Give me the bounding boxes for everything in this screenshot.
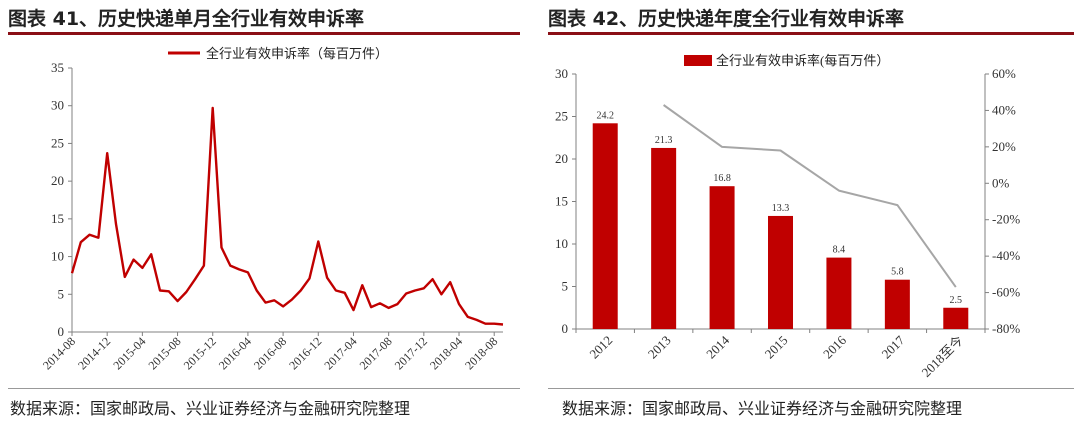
right-source-note: 数据来源：国家邮政局、兴业证券经济与金融研究院整理: [562, 399, 963, 418]
left-x-tick-label: 2017-08: [357, 334, 395, 372]
right-title-rule: [548, 32, 1074, 35]
left-y-tick-label: 30: [51, 98, 64, 113]
right-y2-tick-label: -60%: [992, 285, 1020, 300]
left-x-tick-label: 2015-12: [181, 334, 219, 372]
right-bar-data-label: 5.8: [891, 267, 904, 278]
left-x-tick-label: 2016-12: [286, 334, 324, 372]
right-y2-tick-label: 60%: [992, 66, 1016, 81]
left-y-tick-label: 0: [58, 324, 65, 339]
right-y2-tick-label: -80%: [992, 321, 1020, 336]
right-bar: [592, 123, 618, 329]
right-bar-data-label: 21.3: [655, 135, 673, 146]
left-x-tick-label: 2014-08: [40, 334, 78, 372]
left-chart-title: 图表 41、历史快递单月全行业有效申诉率: [8, 8, 365, 30]
left-x-tick-label: 2015-04: [110, 334, 148, 372]
right-growth-line: [663, 104, 957, 288]
left-x-tick-label: 2018-04: [427, 334, 465, 372]
right-x-tick-label: 2016: [820, 332, 849, 361]
right-y-tick-label: 5: [562, 279, 569, 294]
left-x-tick-label: 2016-04: [216, 334, 254, 372]
left-legend-label: 全行业有效申诉率（每百万件）: [206, 46, 388, 61]
left-y-tick-label: 15: [51, 211, 64, 226]
left-title-rule: [8, 32, 520, 35]
left-x-tick-label: 2016-08: [251, 334, 289, 372]
right-bar-data-label: 16.8: [713, 173, 731, 184]
right-y-tick-label: 15: [555, 194, 568, 209]
left-x-tick-label: 2017-12: [392, 334, 430, 372]
left-y-tick-label: 10: [51, 249, 64, 264]
right-bar: [943, 307, 969, 329]
right-x-tick-label: 2014: [703, 332, 732, 361]
left-source-rule: [8, 388, 520, 389]
right-bar: [651, 147, 677, 329]
left-x-tick-label: 2017-04: [321, 334, 359, 372]
left-source-note: 数据来源：国家邮政局、兴业证券经济与金融研究院整理: [10, 399, 411, 418]
right-y2-tick-label: 20%: [992, 139, 1016, 154]
left-x-tick-label: 2014-12: [75, 334, 113, 372]
right-y-tick-label: 25: [555, 109, 568, 124]
right-chart-title: 图表 42、历史快递年度全行业有效申诉率: [548, 8, 905, 30]
right-bar: [768, 215, 793, 329]
right-bar-data-label: 24.2: [596, 110, 614, 121]
right-bar-data-label: 13.3: [772, 203, 790, 214]
left-y-tick-label: 35: [51, 60, 64, 75]
right-legend-label: 全行业有效申诉率(每百万件）: [716, 53, 889, 68]
right-y2-tick-label: -20%: [992, 212, 1020, 227]
right-legend-swatch: [684, 55, 712, 66]
left-x-tick-label: 2018-08: [462, 334, 500, 372]
right-x-tick-label: 2015: [762, 333, 791, 362]
right-y-tick-label: 30: [555, 66, 568, 81]
right-source-rule: [548, 388, 1074, 389]
right-bar: [884, 279, 910, 329]
right-bar: [709, 186, 735, 329]
right-x-tick-label: 2018至今: [919, 333, 966, 380]
left-y-tick-label: 5: [58, 286, 65, 301]
right-x-tick-label: 2017: [878, 332, 907, 361]
right-x-tick-label: 2013: [645, 333, 674, 362]
right-y2-tick-label: 40%: [992, 102, 1016, 117]
right-y-tick-label: 20: [555, 151, 568, 166]
right-y2-tick-label: -40%: [992, 248, 1020, 263]
left-x-tick-label: 2015-08: [145, 334, 183, 372]
right-bar: [826, 257, 852, 329]
right-y-tick-label: 10: [555, 236, 568, 251]
right-y2-tick-label: 0%: [992, 175, 1010, 190]
left-series-line: [70, 106, 504, 326]
right-bar-data-label: 8.4: [833, 245, 846, 256]
right-bar-data-label: 2.5: [950, 295, 963, 306]
left-y-tick-label: 25: [51, 135, 64, 150]
left-y-tick-label: 20: [51, 173, 64, 188]
right-y-tick-label: 0: [562, 321, 569, 336]
right-x-tick-label: 2012: [586, 333, 615, 362]
